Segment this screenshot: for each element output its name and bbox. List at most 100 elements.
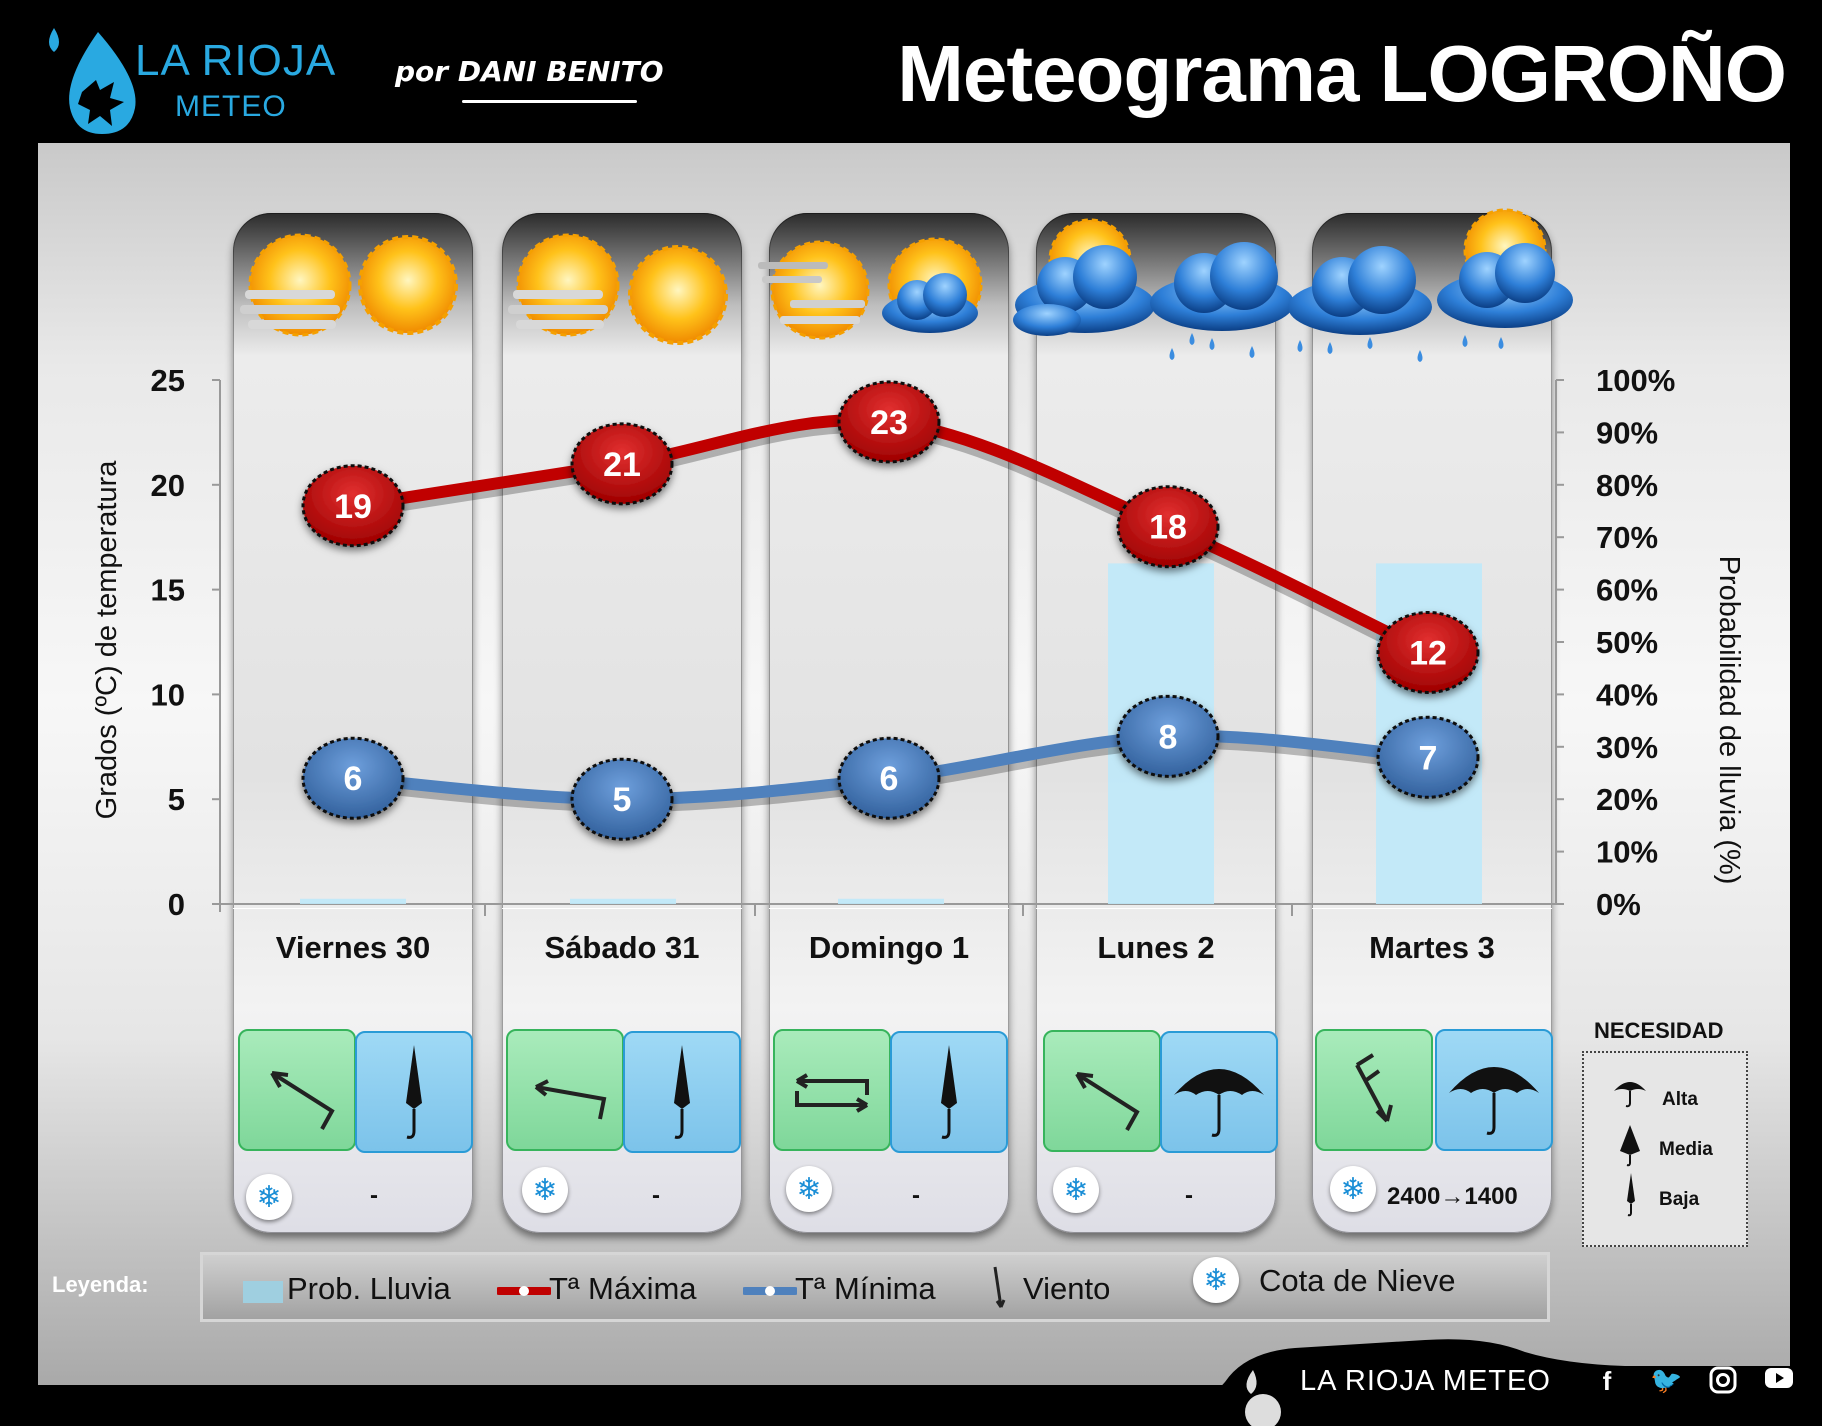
tmin-marker: 8 [1116,694,1220,778]
wind-tile [773,1029,891,1151]
y2-tick-label: 90% [1596,415,1658,450]
y2-tick-label: 20% [1596,782,1658,817]
clouds-sun-icon [1013,218,1155,336]
sky-icons [240,208,1573,362]
legend-snow: Cota de Nieve [1259,1263,1456,1298]
umbrella-closed-icon [941,1045,957,1139]
la-rioja-meteo-logo-icon [49,28,136,134]
day-label: Martes 3 [1369,930,1495,965]
tmax-value-label: 21 [603,446,641,484]
snowflake-icon: ❄ [786,1166,832,1212]
y2-tick-label: 10% [1596,835,1658,870]
day-label: Sábado 31 [544,930,700,965]
tmax-value-label: 18 [1149,509,1187,547]
wind-tile [1315,1029,1433,1151]
marker-ellipse [1116,485,1220,569]
marker-ellipse [301,736,405,820]
footer-brand: LA RIOJA METEO [1300,1365,1551,1397]
necesidad-baja: Baja [1659,1189,1700,1210]
snowflake-icon: ❄ [246,1174,292,1220]
facebook-icon[interactable]: f [1602,1366,1612,1396]
sun-rain-cloud-icon [1437,208,1573,349]
instagram-icon[interactable] [1708,1366,1738,1401]
necesidad-media: Media [1659,1139,1713,1160]
rain-legend-swatch [243,1281,283,1303]
legend-label: Leyenda: [52,1272,149,1297]
tmin-marker: 5 [570,757,674,841]
marker-ellipse [1116,694,1220,778]
wind-arrow-north-icon [1355,1053,1393,1123]
umbrella-tile [623,1031,741,1153]
byline: por DANI BENITO [395,55,664,88]
tmax-marker: 18 [1116,485,1220,569]
day-label: Viernes 30 [275,930,431,965]
y2-tick-label: 30% [1596,730,1658,765]
legend-box: Prob. Lluvia Tª Máxima Tª Mínima Viento … [200,1252,1550,1322]
marker-ellipse [837,380,941,464]
tmin-value-label: 6 [880,760,899,798]
y-tick-label: 5 [168,782,185,817]
wind-legend-icon [993,1266,1006,1308]
y2-tick-label: 0% [1596,887,1641,922]
umbrella-closed-icon [674,1045,690,1139]
umbrella-open-icon [1449,1067,1539,1135]
umbrella-tile [1435,1029,1553,1151]
y-tick-label: 25 [151,363,185,398]
youtube-icon[interactable] [1764,1366,1794,1397]
tmin-value-label: 6 [344,760,363,798]
snowflake-icon: ❄ [1193,1257,1239,1303]
rain-bar [838,898,944,904]
wind-tile [506,1029,624,1151]
necesidad-alta: Alta [1662,1089,1698,1110]
tmax-marker: 21 [570,422,674,506]
necesidad-legend: Alta Media Baja [1582,1051,1748,1247]
y2-tick-label: 50% [1596,625,1658,660]
umbrella-closed-icon [1627,1173,1635,1217]
rain-bars [300,563,1482,904]
marker-ellipse [570,422,674,506]
wind-arrow-west-icon [534,1079,607,1120]
umbrella-open-icon [1614,1082,1646,1108]
tmin-value-label: 8 [1159,718,1178,756]
tmin-value-label: 7 [1419,739,1438,777]
legend-wind: Viento [1023,1271,1111,1306]
wind-tile [238,1029,356,1151]
snow-level: - [912,1182,920,1209]
byline-underline [462,100,637,103]
legend-rain: Prob. Lluvia [287,1271,451,1306]
logo-text-line2: METEO [175,90,287,123]
necesidad-title: NECESIDAD [1594,1018,1724,1043]
sun-icon [358,235,458,335]
marker-ellipse [837,736,941,820]
tmin-marker: 7 [1376,715,1480,799]
tmin-marker: 6 [301,736,405,820]
y2-axis-label: Probabilidad de lluvia (%) [1713,556,1745,885]
snow-level: - [1185,1182,1193,1209]
rain-cloud-icon [1150,242,1294,360]
sun-cloud-icon [882,237,983,333]
tmin-marker: 6 [837,736,941,820]
page-title: Meteograma LOGROÑO [897,29,1787,118]
tmax-value-label: 12 [1409,634,1447,672]
rain-cloud-icon [1288,246,1432,362]
tmax-legend-swatch [497,1286,551,1296]
snow-level: - [652,1182,660,1209]
sun-fog-icon [508,233,620,337]
twitter-icon[interactable]: 🐦 [1650,1366,1683,1396]
umbrella-tile [1160,1031,1278,1153]
tmin-value-label: 5 [613,781,632,819]
legend-tmax: Tª Máxima [549,1271,697,1306]
footer-banner [1185,1339,1822,1426]
tmax-marker: 12 [1376,610,1480,694]
marker-ellipse [1376,610,1480,694]
day-label: Lunes 2 [1097,930,1215,965]
sun-fog-icon [240,233,352,337]
umbrella-closed-icon [406,1045,422,1139]
umbrella-tile [355,1031,473,1153]
marker-ellipse [570,757,674,841]
snow-level: 2400→1400 [1387,1183,1518,1210]
tmax-value-label: 19 [334,488,372,526]
y2-tick-label: 100% [1596,363,1675,398]
y-tick-label: 0 [168,887,185,922]
